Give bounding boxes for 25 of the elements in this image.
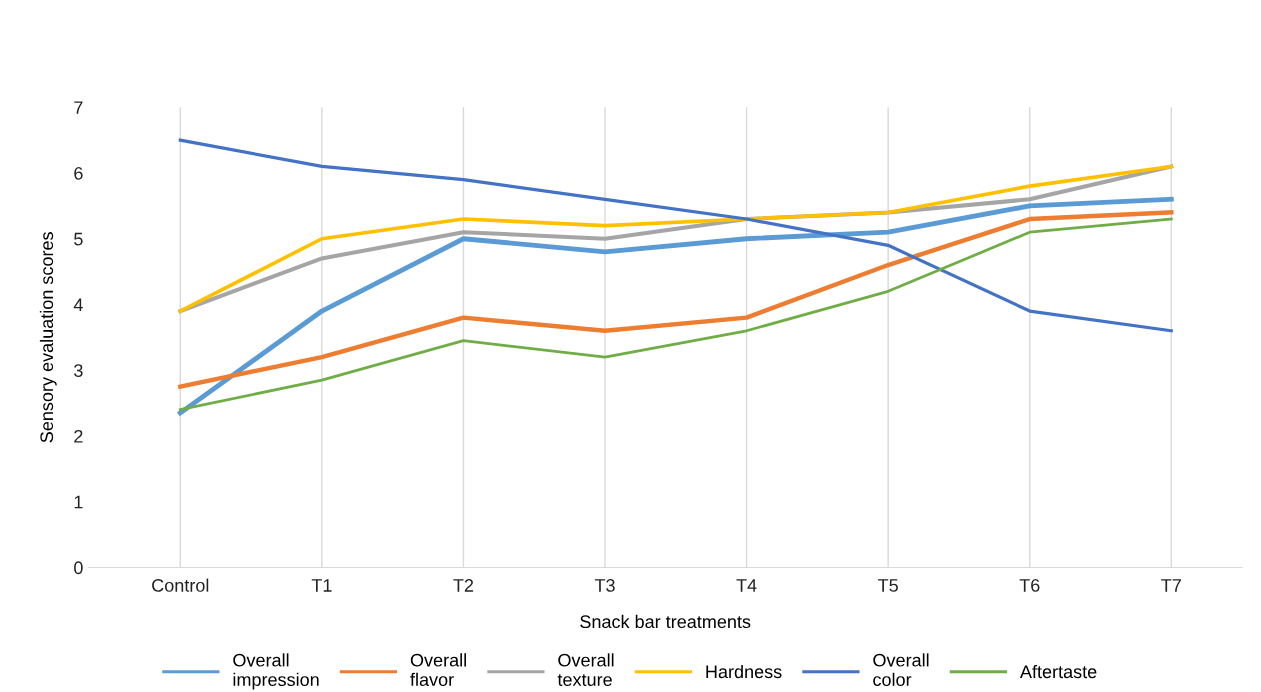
x-tick-label: T2: [453, 579, 474, 592]
y-axis-title: Sensory evaluation scores: [39, 232, 57, 443]
x-tick-label: T4: [736, 579, 757, 592]
x-axis-title: Snack bar treatments: [580, 614, 751, 629]
x-tick-label: Control: [152, 578, 209, 592]
y-tick-label: 2: [74, 429, 83, 443]
y-tick-label: 7: [74, 101, 83, 114]
x-tick-label: T7: [1161, 579, 1181, 592]
legend-label: Aftertaste: [1019, 664, 1097, 679]
y-tick-label: 3: [74, 364, 83, 377]
x-tick-label: T6: [1019, 579, 1040, 592]
legend-label: Overall texture: [557, 653, 614, 687]
x-tick-label: T1: [311, 579, 332, 592]
legend-label: Overall flavor: [410, 653, 466, 687]
y-tick-label: 6: [74, 166, 83, 180]
legend-label: Overall color: [873, 653, 929, 687]
line-series: [178, 138, 1173, 333]
legend-label: Overall impression: [233, 653, 319, 690]
x-tick-label: T3: [594, 579, 615, 592]
y-tick-label: 4: [73, 298, 83, 312]
legend-label: Hardness: [706, 664, 782, 679]
y-tick-label: 5: [74, 232, 83, 246]
y-tick-label: 0: [74, 561, 83, 575]
y-tick-label: 1: [74, 495, 83, 509]
x-tick-label: T5: [878, 579, 898, 592]
